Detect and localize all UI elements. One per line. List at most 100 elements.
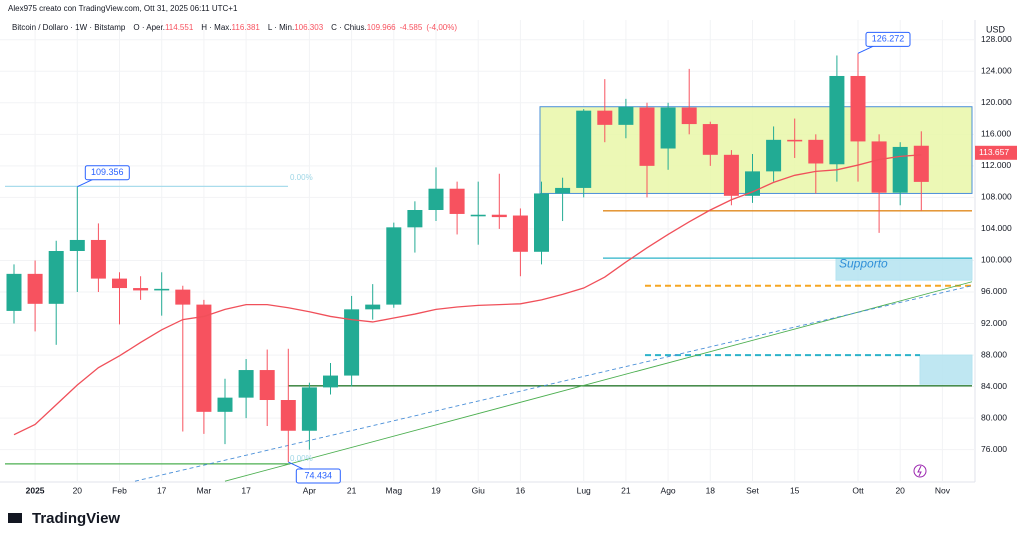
y-tick-label: 92.000 <box>981 318 1007 328</box>
x-tick-label: Giu <box>472 485 486 495</box>
x-tick-label: Mag <box>386 485 403 495</box>
candle-body <box>639 107 655 166</box>
candle-body <box>829 75 845 165</box>
x-tick-label: Mar <box>197 485 212 495</box>
candle-body <box>428 188 444 211</box>
candle-body <box>175 289 191 305</box>
candle-body <box>154 288 170 291</box>
candle-body <box>365 304 381 310</box>
legend-item: H · Max. <box>201 23 231 32</box>
y-tick-label: 104.000 <box>981 223 1012 233</box>
y-tick-label: 124.000 <box>981 65 1012 75</box>
y-tick-label: 120.000 <box>981 97 1012 107</box>
x-tick-label: 17 <box>241 485 251 495</box>
legend-item: Bitcoin / Dollaro · 1W · Bitstamp <box>12 23 126 32</box>
y-tick-label: 80.000 <box>981 412 1007 422</box>
legend-item: C · Chius. <box>331 23 367 32</box>
pct-label: 0.00% <box>290 454 313 463</box>
y-tick-label: 116.000 <box>981 129 1011 139</box>
candle-body <box>576 110 592 188</box>
x-tick-label: 2025 <box>26 485 45 495</box>
legend-item: 109.966 <box>367 23 396 32</box>
callout-label: 74.434 <box>305 470 333 480</box>
trend-line <box>134 285 973 482</box>
x-tick-label: Set <box>746 485 759 495</box>
plot <box>0 20 975 482</box>
x-tick-label: 17 <box>157 485 167 495</box>
legend-item: L · Min. <box>268 23 294 32</box>
x-tick-label: 15 <box>790 485 800 495</box>
y-tick-label: 108.000 <box>981 192 1012 202</box>
candle-body <box>6 273 22 311</box>
y-tick-label: 84.000 <box>981 381 1007 391</box>
price-tag-label: 113.657 <box>979 147 1009 157</box>
legend-item: O · Aper. <box>133 23 165 32</box>
event-icon <box>917 465 922 477</box>
candle-body <box>90 239 106 279</box>
x-tick-label: Apr <box>303 485 316 495</box>
candle-body <box>344 309 360 376</box>
candle-body <box>660 107 676 149</box>
y-tick-label: 96.000 <box>981 286 1007 296</box>
candle-body <box>850 75 866 142</box>
candle-body <box>470 214 486 217</box>
legend-item: 106.303 <box>294 23 323 32</box>
y-tick-label: 128.000 <box>981 34 1012 44</box>
candle-body <box>48 251 64 304</box>
candle-body <box>69 239 85 251</box>
candle-body <box>913 145 929 182</box>
candle-body <box>27 273 43 304</box>
candle-body <box>280 400 296 431</box>
x-tick-label: 18 <box>706 485 716 495</box>
x-tick-label: Feb <box>112 485 127 495</box>
legend-item: (-4,00%) <box>426 23 457 32</box>
candle-body <box>597 110 613 125</box>
y-tick-label: 88.000 <box>981 349 1007 359</box>
legend-item: -4.585 <box>400 23 423 32</box>
candle-body <box>534 193 549 252</box>
candle-body <box>618 106 634 125</box>
legend-item: 114.551 <box>165 23 194 32</box>
candle-body <box>112 278 127 289</box>
candle-body <box>681 107 697 125</box>
candle-body <box>892 146 908 193</box>
brand: TradingView <box>32 510 120 527</box>
candle-body <box>259 370 275 401</box>
callout-label: 109.356 <box>91 167 124 177</box>
callout-box <box>865 31 911 47</box>
callout-box <box>295 468 341 484</box>
axis-unit: USD <box>986 24 1006 34</box>
candle-body <box>133 288 149 291</box>
candle-body <box>512 215 528 252</box>
candle-body <box>196 304 212 412</box>
candle-body <box>449 188 465 214</box>
ema-line <box>13 154 922 436</box>
y-tick-label: 112.000 <box>981 160 1011 170</box>
x-tick-label: Nov <box>935 485 951 495</box>
x-tick-label: 19 <box>431 485 441 495</box>
candle-body <box>407 210 423 228</box>
callout-label: 126.272 <box>872 34 905 44</box>
event-icon[interactable] <box>913 464 927 478</box>
candle-body <box>871 141 887 193</box>
candle-body <box>491 214 507 218</box>
candle-body <box>766 139 782 172</box>
candle-body <box>787 139 803 142</box>
x-tick-label: Lug <box>577 485 591 495</box>
pct-label: 0.00% <box>290 173 313 182</box>
price-tag <box>975 145 1017 160</box>
legend-item: 116.381 <box>232 23 261 32</box>
x-tick-label: 21 <box>347 485 357 495</box>
candle-body <box>702 124 718 155</box>
legend: Bitcoin / Dollaro · 1W · Bitstamp O · Ape… <box>12 23 457 32</box>
candle-body <box>217 397 233 412</box>
candle-body <box>301 387 317 431</box>
candle-body <box>386 227 402 305</box>
candle-body <box>723 154 739 196</box>
x-tick-label: Ott <box>852 485 864 495</box>
y-tick-label: 100.000 <box>981 255 1012 265</box>
zone <box>919 354 973 385</box>
x-tick-label: 21 <box>621 485 631 495</box>
candle-body <box>238 370 254 398</box>
